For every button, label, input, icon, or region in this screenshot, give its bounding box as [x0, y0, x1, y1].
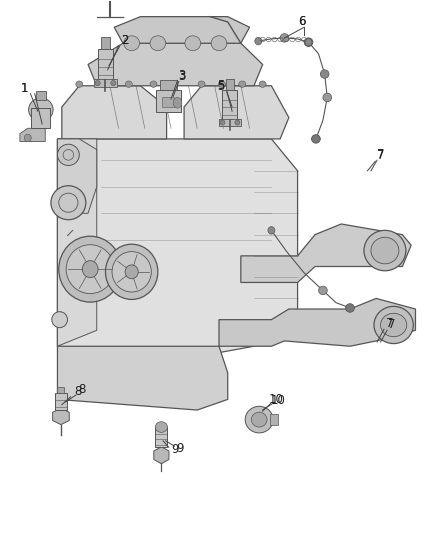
- Ellipse shape: [323, 93, 332, 102]
- Ellipse shape: [220, 120, 225, 125]
- Polygon shape: [184, 86, 289, 139]
- Polygon shape: [114, 17, 250, 43]
- Ellipse shape: [364, 230, 406, 271]
- Text: 6: 6: [298, 15, 306, 28]
- FancyBboxPatch shape: [31, 108, 50, 128]
- Ellipse shape: [106, 244, 158, 300]
- FancyBboxPatch shape: [162, 98, 174, 107]
- Text: 2: 2: [121, 34, 129, 47]
- FancyBboxPatch shape: [98, 49, 113, 80]
- Ellipse shape: [280, 34, 289, 42]
- Ellipse shape: [66, 245, 114, 294]
- Ellipse shape: [185, 36, 201, 51]
- Ellipse shape: [57, 144, 79, 165]
- Ellipse shape: [150, 36, 166, 51]
- Text: 1: 1: [21, 82, 28, 95]
- Text: 8: 8: [78, 383, 85, 397]
- Ellipse shape: [211, 36, 227, 51]
- Ellipse shape: [155, 422, 167, 432]
- Text: 5: 5: [218, 80, 225, 93]
- Polygon shape: [219, 298, 416, 346]
- Ellipse shape: [198, 81, 205, 87]
- Polygon shape: [57, 139, 297, 362]
- Ellipse shape: [59, 236, 122, 302]
- FancyBboxPatch shape: [35, 91, 46, 100]
- Ellipse shape: [304, 38, 313, 46]
- FancyBboxPatch shape: [57, 386, 64, 393]
- Ellipse shape: [51, 185, 86, 220]
- FancyBboxPatch shape: [160, 80, 177, 90]
- Text: 3: 3: [178, 70, 186, 83]
- Polygon shape: [57, 139, 97, 213]
- Ellipse shape: [76, 81, 83, 87]
- Polygon shape: [20, 128, 45, 142]
- Polygon shape: [57, 346, 228, 410]
- Ellipse shape: [311, 135, 320, 143]
- Ellipse shape: [111, 80, 116, 86]
- Text: 7: 7: [377, 148, 384, 161]
- Ellipse shape: [112, 252, 151, 292]
- FancyBboxPatch shape: [270, 414, 278, 425]
- Ellipse shape: [82, 261, 98, 278]
- Ellipse shape: [124, 36, 140, 51]
- Ellipse shape: [219, 81, 226, 87]
- Ellipse shape: [374, 306, 413, 344]
- Ellipse shape: [125, 265, 138, 279]
- Ellipse shape: [255, 37, 262, 45]
- Text: 10: 10: [268, 393, 283, 406]
- Ellipse shape: [245, 406, 273, 433]
- Text: 9: 9: [172, 443, 179, 456]
- FancyBboxPatch shape: [223, 90, 237, 120]
- Polygon shape: [88, 43, 263, 86]
- Ellipse shape: [259, 81, 266, 87]
- Ellipse shape: [318, 286, 327, 295]
- Ellipse shape: [101, 81, 107, 87]
- Ellipse shape: [268, 227, 275, 234]
- Text: 9: 9: [176, 442, 184, 455]
- Ellipse shape: [381, 313, 407, 337]
- Ellipse shape: [150, 81, 157, 87]
- Text: 3: 3: [178, 69, 186, 82]
- Ellipse shape: [305, 38, 312, 46]
- Ellipse shape: [235, 120, 240, 125]
- FancyBboxPatch shape: [219, 118, 241, 126]
- Ellipse shape: [173, 98, 182, 108]
- Ellipse shape: [251, 412, 267, 427]
- Ellipse shape: [24, 134, 31, 142]
- FancyBboxPatch shape: [155, 90, 181, 112]
- Ellipse shape: [52, 312, 67, 328]
- Text: 2: 2: [121, 34, 129, 47]
- Text: 8: 8: [75, 385, 82, 398]
- FancyBboxPatch shape: [94, 79, 117, 87]
- Text: 7: 7: [386, 318, 394, 330]
- Polygon shape: [62, 86, 166, 139]
- Polygon shape: [57, 139, 97, 346]
- Polygon shape: [154, 447, 169, 464]
- Polygon shape: [241, 224, 411, 282]
- Ellipse shape: [346, 304, 354, 312]
- Ellipse shape: [371, 237, 399, 264]
- Ellipse shape: [95, 80, 100, 86]
- Polygon shape: [53, 408, 69, 425]
- Text: 1: 1: [21, 82, 28, 95]
- Ellipse shape: [320, 70, 329, 78]
- Polygon shape: [57, 139, 79, 346]
- FancyBboxPatch shape: [226, 79, 234, 90]
- Text: 7: 7: [377, 149, 384, 163]
- Text: 5: 5: [218, 79, 225, 92]
- Ellipse shape: [28, 98, 53, 122]
- Ellipse shape: [239, 81, 246, 87]
- Ellipse shape: [125, 81, 132, 87]
- FancyBboxPatch shape: [101, 37, 110, 49]
- FancyBboxPatch shape: [155, 427, 167, 447]
- Text: 6: 6: [298, 15, 306, 28]
- Text: 7: 7: [388, 319, 395, 332]
- Text: 10: 10: [271, 394, 286, 407]
- FancyBboxPatch shape: [55, 393, 67, 410]
